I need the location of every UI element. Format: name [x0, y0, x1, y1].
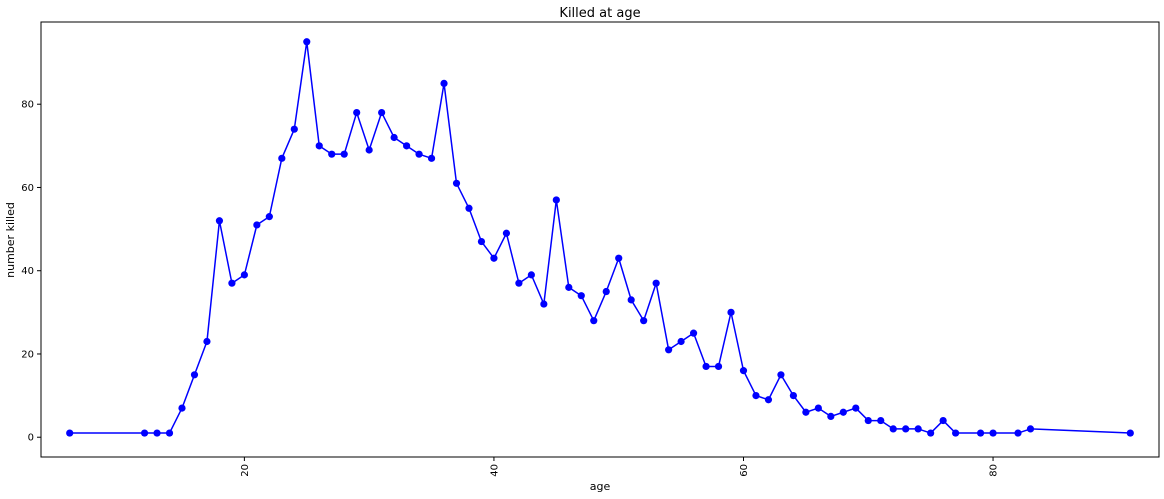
data-point: [328, 150, 336, 158]
x-tick-label: 80: [989, 464, 1000, 477]
data-point: [827, 412, 835, 421]
data-point: [952, 429, 960, 437]
data-point: [165, 429, 174, 437]
data-point: [490, 254, 498, 262]
data-point: [253, 221, 261, 229]
data-point: [1026, 425, 1035, 433]
x-tick-label: 40: [489, 464, 500, 477]
data-point: [665, 346, 673, 354]
data-point: [477, 237, 486, 246]
data-point: [190, 371, 199, 379]
data-point: [440, 79, 448, 87]
data-point: [353, 108, 361, 117]
y-tick-label: 0: [28, 433, 34, 444]
data-point: [465, 204, 473, 212]
data-point: [278, 154, 286, 162]
data-point: [590, 317, 598, 325]
data-point: [727, 308, 735, 316]
y-tick-label: 20: [21, 349, 34, 360]
data-point: [877, 416, 885, 425]
data-point: [390, 133, 398, 142]
data-point: [889, 425, 897, 433]
data-point: [852, 404, 860, 412]
data-point: [178, 404, 186, 412]
data-point: [914, 425, 922, 433]
y-tick-label: 80: [21, 100, 34, 111]
data-point: [403, 142, 411, 150]
data-point: [340, 150, 348, 158]
data-point: [627, 296, 635, 304]
plot-area: [40, 21, 1160, 458]
data-point: [1014, 429, 1022, 437]
data-point: [140, 429, 149, 437]
data-point: [902, 425, 910, 433]
data-point: [577, 292, 585, 300]
data-point: [540, 300, 548, 308]
data-point: [702, 362, 710, 371]
data-point: [939, 416, 947, 425]
data-point: [677, 337, 685, 346]
data-point: [365, 146, 373, 154]
data-point: [290, 125, 298, 133]
y-tick-label: 40: [21, 266, 34, 277]
data-point: [203, 337, 211, 346]
data-point: [502, 229, 511, 237]
y-tick-label: 60: [21, 183, 34, 194]
data-point: [752, 392, 760, 400]
data-point: [415, 150, 423, 158]
data-point: [315, 142, 323, 150]
data-point: [452, 179, 461, 187]
data-point: [764, 396, 773, 404]
data-point: [689, 329, 698, 337]
data-point: [652, 279, 660, 287]
data-point: [739, 367, 748, 375]
data-point: [640, 317, 648, 325]
series-group: [66, 38, 1134, 437]
data-point: [565, 283, 573, 291]
data-point: [802, 408, 810, 416]
data-point: [777, 371, 785, 379]
data-point: [378, 108, 386, 117]
data-point: [240, 271, 248, 279]
data-point: [303, 38, 311, 46]
y-axis: 0 20 40 60 80: [21, 100, 41, 444]
data-point: [66, 429, 74, 437]
data-point: [814, 404, 822, 412]
data-point: [839, 408, 847, 416]
data-point: [989, 429, 997, 437]
data-point: [714, 362, 723, 371]
data-point: [265, 213, 273, 221]
data-point: [552, 196, 560, 204]
x-tick-label: 20: [240, 464, 251, 477]
data-point: [1126, 429, 1134, 437]
data-point: [602, 287, 610, 296]
data-point: [527, 271, 535, 279]
data-point: [976, 429, 985, 437]
data-point: [615, 254, 623, 262]
chart-title: Killed at age: [559, 6, 640, 21]
data-point: [515, 279, 523, 287]
data-point: [228, 279, 236, 287]
data-point: [789, 392, 798, 400]
y-axis-label: number killed: [4, 202, 17, 278]
data-point: [927, 429, 935, 437]
data-point: [153, 429, 161, 437]
x-tick-label: 60: [739, 464, 750, 477]
data-point: [215, 217, 224, 225]
x-axis-label: age: [590, 480, 611, 493]
x-axis: 20 40 60 80: [240, 457, 1000, 477]
data-point: [427, 154, 436, 162]
data-point: [864, 416, 872, 425]
